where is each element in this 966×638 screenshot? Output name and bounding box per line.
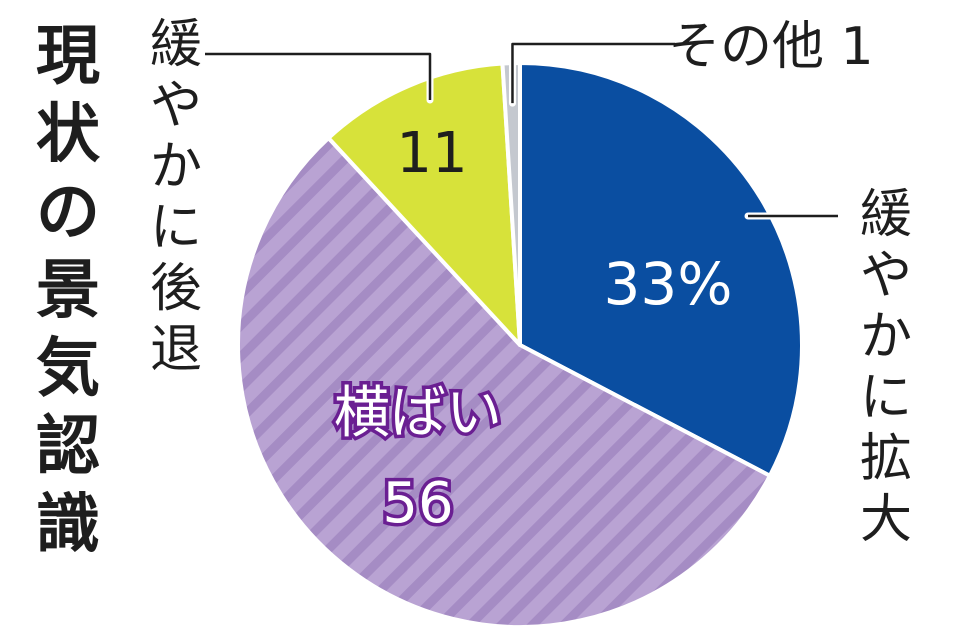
chart-title-char: 認 — [36, 410, 100, 484]
pie-slice-decline — [326, 61, 522, 347]
value-label-flat: 56 — [382, 471, 453, 536]
label-expand-char: か — [860, 307, 912, 367]
label-decline-char: 退 — [150, 320, 202, 380]
chart-title-char: 景 — [36, 254, 100, 328]
label-decline-char: に — [150, 198, 202, 258]
label-expand-char: 緩 — [860, 185, 912, 245]
chart-title-char: 気 — [36, 332, 100, 406]
label-expand-char: 大 — [860, 490, 912, 550]
label-decline-char: か — [150, 137, 202, 197]
pie-slice-flat — [236, 136, 772, 629]
label-expand-char: 拡 — [860, 429, 912, 489]
label-flat: 横ばい — [334, 381, 502, 446]
label-expand-char: に — [860, 368, 912, 428]
chart-title-char: 識 — [36, 488, 100, 562]
pie-slices — [236, 61, 804, 629]
leader-line-decline — [205, 52, 432, 100]
label-decline-char: 緩 — [150, 15, 202, 75]
value-label-decline: 11 — [396, 121, 467, 186]
leader-lines — [201, 40, 842, 220]
chart-title-char: 状 — [36, 98, 101, 172]
label-decline-char: 後 — [150, 259, 202, 319]
leader-line-other — [511, 42, 675, 104]
chart-title-char: 現 — [36, 20, 100, 94]
label-decline-char: や — [150, 76, 202, 136]
chart-title-char: の — [36, 176, 100, 250]
value-label-expand: 33% — [604, 250, 733, 318]
label-other: その他 1 — [668, 17, 874, 77]
label-expand-char: や — [860, 246, 912, 306]
pie-slice-expand — [518, 61, 804, 478]
